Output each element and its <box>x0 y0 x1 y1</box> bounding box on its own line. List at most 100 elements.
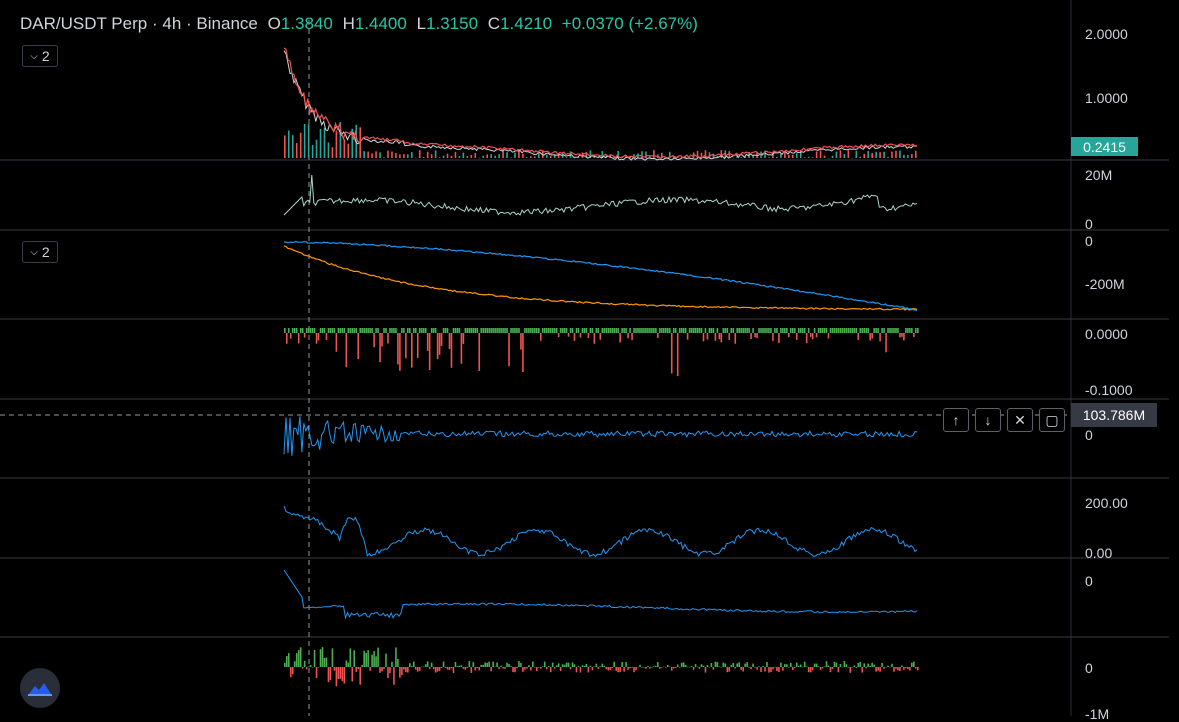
bottom-bar-negative <box>637 667 639 668</box>
bottom-bar-positive <box>716 662 719 667</box>
bottom-bar-negative <box>831 667 834 669</box>
bottom-bar-negative <box>645 667 647 669</box>
move-up-icon: ↑ <box>952 412 960 428</box>
funding-bar-positive <box>740 328 742 333</box>
volume-bar <box>736 156 739 158</box>
volume-bar <box>843 154 846 158</box>
volume-bar <box>422 157 425 158</box>
bottom-bar-positive <box>303 660 306 667</box>
funding-bar-positive <box>337 328 340 333</box>
funding-bar-negative <box>686 333 689 340</box>
funding-bar-positive <box>498 328 500 333</box>
bottom-bar-positive <box>547 665 550 667</box>
funding-bar-positive <box>543 328 546 333</box>
funding-bar-positive <box>329 328 332 333</box>
funding-bar-negative <box>599 333 602 340</box>
bottom-bar-positive <box>845 664 848 667</box>
bottom-bar-negative <box>301 667 304 669</box>
maximize-pane-button[interactable]: ▢ <box>1039 408 1065 432</box>
funding-bar-negative <box>579 333 582 338</box>
tradingview-logo[interactable] <box>20 668 60 708</box>
bottom-bar-positive <box>410 666 413 667</box>
funding-bar-positive <box>813 328 816 333</box>
funding-bar-positive <box>551 328 554 333</box>
funding-bar-negative <box>460 333 463 364</box>
funding-bar-negative <box>416 333 419 358</box>
bottom-bar-positive <box>891 663 893 667</box>
bottom-bar-negative <box>575 667 578 673</box>
axis-label-cvd-0: 0 <box>1085 233 1093 249</box>
bottom-bar-positive <box>567 662 570 667</box>
bottom-bar-negative <box>522 667 524 672</box>
funding-bar-positive <box>895 328 897 333</box>
ohlc-legend[interactable]: DAR/USDT Perp · 4h · Binance O1.3840 H1.… <box>20 14 698 34</box>
bottom-bar-positive <box>825 661 828 667</box>
bottom-bar-positive <box>815 663 818 667</box>
bottom-bar-negative <box>704 667 707 673</box>
funding-bar-positive <box>803 328 806 333</box>
bottom-bar-negative <box>569 667 572 670</box>
funding-bar-positive <box>569 328 572 333</box>
funding-bar-positive <box>655 328 657 333</box>
bottom-bar-positive <box>532 661 534 667</box>
funding-bar-negative <box>381 333 383 347</box>
funding-bar-negative <box>397 333 399 365</box>
bottom-bar-positive <box>625 662 627 667</box>
funding-bar-positive <box>494 328 496 333</box>
funding-bar-positive <box>722 328 725 333</box>
cvd-lines <box>283 240 918 312</box>
bottom-bar-negative <box>837 667 840 673</box>
volume-bar <box>462 152 465 158</box>
volume-bar <box>720 150 723 158</box>
bottom-bar-negative <box>399 667 401 678</box>
funding-bar-positive <box>881 328 883 333</box>
funding-bar-negative <box>345 333 348 368</box>
bottom-bar-negative <box>712 667 715 670</box>
bottom-bar-positive <box>551 662 554 667</box>
funding-bar-positive <box>480 328 483 333</box>
volume-bar <box>887 156 889 158</box>
funding-bar-negative <box>857 333 860 340</box>
high-label: H <box>342 14 355 33</box>
funding-bar-positive <box>595 328 598 333</box>
funding-bar-negative <box>508 333 510 367</box>
bottom-bar-positive <box>557 663 560 667</box>
move-pane-up-button[interactable]: ↑ <box>943 408 969 432</box>
funding-bar-positive <box>726 328 729 333</box>
bottom-bar-negative <box>895 667 897 669</box>
funding-bar-positive <box>742 328 744 333</box>
bottom-bar-negative <box>337 667 340 680</box>
volume-bar <box>895 150 897 158</box>
funding-bar-positive <box>561 328 564 333</box>
bottom-bar-negative <box>748 667 750 668</box>
axis-label-osc-0: 0.00 <box>1085 545 1113 561</box>
funding-bar-positive <box>738 328 741 333</box>
funding-bar-positive <box>915 328 917 333</box>
volume-bar <box>339 122 342 158</box>
collapse-indicators-button-2[interactable]: ⌵ 2 <box>22 241 58 263</box>
bottom-bar-negative <box>893 667 895 672</box>
funding-bar-positive <box>430 328 433 333</box>
axis-label-price-2: 2.0000 <box>1085 26 1128 42</box>
funding-bar-negative <box>756 333 758 339</box>
funding-bar-positive <box>784 328 786 333</box>
funding-bar-positive <box>841 328 844 333</box>
funding-bar-negative <box>440 333 443 346</box>
volume-bar <box>363 151 365 158</box>
bottom-bar-positive <box>583 665 586 667</box>
bottom-bar-negative <box>635 667 637 671</box>
bottom-bar-negative <box>772 667 774 670</box>
move-pane-down-button[interactable]: ↓ <box>975 408 1001 432</box>
bottom-bar-positive <box>676 664 679 667</box>
funding-bar-negative <box>438 333 441 355</box>
collapse-indicators-button-1[interactable]: ⌵ 2 <box>22 45 58 67</box>
bottom-bar-positive <box>319 649 322 667</box>
funding-bar-positive <box>911 328 913 333</box>
close-pane-button[interactable]: ✕ <box>1007 408 1033 432</box>
funding-bar-positive <box>716 328 719 333</box>
bottom-bar-positive <box>361 664 363 667</box>
bottom-bar-positive <box>801 666 804 668</box>
bottom-bar-negative <box>291 667 294 675</box>
delta-line <box>283 416 918 456</box>
